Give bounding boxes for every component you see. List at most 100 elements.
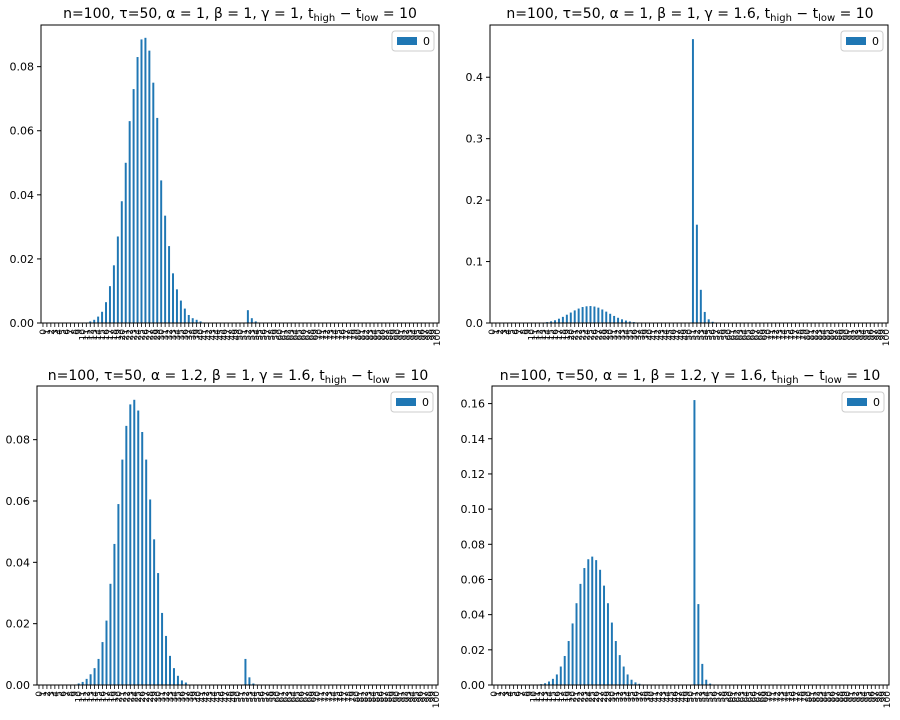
x-tick-label: 5 (59, 329, 69, 335)
bar (199, 321, 202, 323)
x-tick-label: 89 (840, 691, 850, 703)
x-tick-label: 63 (285, 691, 295, 702)
bar (561, 316, 564, 323)
bar (136, 57, 139, 323)
x-tick-label: 9 (74, 329, 84, 335)
bar (609, 313, 612, 323)
x-tick-label: 77 (341, 691, 351, 702)
bar (550, 321, 553, 323)
x-tick-label: 63 (738, 691, 748, 702)
x-tick-label: 60 (724, 329, 734, 341)
x-tick-label: 87 (380, 691, 390, 702)
legend-swatch (847, 398, 867, 406)
x-tick-label: 50 (236, 329, 246, 341)
x-tick-label: 34 (622, 329, 632, 341)
x-tick-label: 41 (198, 691, 208, 702)
x-tick-label: 78 (797, 691, 807, 703)
x-tick-label: 48 (677, 329, 687, 341)
x-tick-label: 3 (47, 691, 57, 697)
x-tick-label: 86 (378, 329, 388, 341)
x-tick-label: 78 (795, 329, 805, 341)
x-tick-label: 25 (586, 329, 596, 340)
x-tick-label: 54 (701, 329, 711, 341)
x-tick-label: 38 (639, 691, 649, 703)
bar (113, 543, 116, 685)
x-tick-label: 23 (130, 329, 140, 340)
x-tick-label: 20 (114, 691, 124, 703)
x-tick-label: 48 (679, 691, 689, 703)
x-tick-label: 56 (260, 329, 270, 341)
x-tick-label: 86 (828, 691, 838, 703)
x-tick-label: 17 (555, 329, 565, 340)
x-tick-label: 72 (321, 691, 331, 702)
bar (180, 680, 183, 685)
legend-label: 0 (872, 35, 879, 48)
x-tick-label: 99 (429, 329, 439, 341)
x-tick-label: 99 (878, 329, 888, 341)
x-tick-label: 97 (871, 691, 881, 702)
legend-label: 0 (422, 396, 429, 409)
x-tick-label: 70 (313, 691, 323, 703)
x-tick-label: 92 (402, 329, 412, 340)
x-tick-label: 23 (579, 329, 589, 340)
bar (108, 286, 111, 323)
x-tick-label: 71 (319, 329, 329, 340)
x-tick-label: 36 (178, 691, 188, 703)
y-tick-label: 0.02 (10, 253, 35, 266)
x-tick-label: 30 (606, 329, 616, 341)
bar (624, 320, 627, 323)
x-tick-label: 58 (265, 691, 275, 703)
x-tick-label: 32 (162, 691, 172, 702)
bar (157, 573, 160, 685)
x-tick-label: 49 (230, 691, 240, 703)
x-tick-label: 63 (736, 329, 746, 340)
x-tick-label: 71 (768, 329, 778, 340)
y-tick-label: 0.1 (466, 256, 484, 269)
x-tick-label: 83 (816, 691, 826, 702)
x-tick-label: 41 (201, 329, 211, 340)
x-tick-label: 8 (521, 691, 531, 697)
y-tick-label: 0.0 (466, 317, 484, 330)
y-tick-label: 0.04 (10, 189, 35, 202)
x-tick-label: 13 (541, 691, 551, 702)
bar (567, 641, 570, 685)
x-tick-label: 23 (580, 691, 590, 702)
x-tick-label: 61 (728, 329, 738, 340)
plot-frame (489, 24, 889, 324)
x-tick-label: 60 (726, 691, 736, 703)
x-tick-label: 86 (376, 691, 386, 703)
x-tick-label: 33 (620, 691, 630, 702)
x-tick-label: 3 (500, 329, 510, 335)
x-tick-label: 13 (90, 329, 100, 340)
x-tick-label: 92 (852, 691, 862, 702)
x-tick-label: 40 (647, 691, 657, 703)
x-tick-label: 6 (59, 691, 69, 697)
x-tick-label: 52 (244, 329, 254, 340)
x-tick-label: 59 (269, 691, 279, 703)
bar (133, 399, 136, 685)
x-tick-label: 37 (634, 329, 644, 340)
bar (169, 655, 171, 685)
bar (128, 121, 131, 323)
bar (124, 162, 127, 323)
x-tick-label: 46 (220, 329, 230, 341)
x-tick-label: 30 (157, 329, 167, 341)
x-tick-label: 33 (169, 329, 179, 340)
x-tick-label: 14 (545, 691, 555, 703)
x-tick-label: 27 (145, 329, 155, 340)
x-tick-label: 99 (879, 691, 889, 703)
bar (621, 319, 623, 323)
x-tick-label: 66 (748, 329, 758, 341)
x-tick-label: 54 (702, 691, 712, 703)
x-tick-label: 96 (867, 691, 877, 703)
bar (575, 603, 578, 685)
x-tick-label: 3 (502, 691, 512, 697)
x-tick-label: 59 (271, 329, 281, 341)
x-tick-label: 97 (420, 691, 430, 702)
bar (77, 683, 80, 685)
x-tick-label: 87 (831, 329, 841, 340)
chart-panel-2: n=100, τ=50, α = 1, β = 1, γ = 1.6, thig… (466, 6, 893, 346)
x-tick-label: 18 (106, 691, 116, 703)
x-tick-label: 9 (525, 691, 535, 697)
bar (152, 82, 155, 324)
